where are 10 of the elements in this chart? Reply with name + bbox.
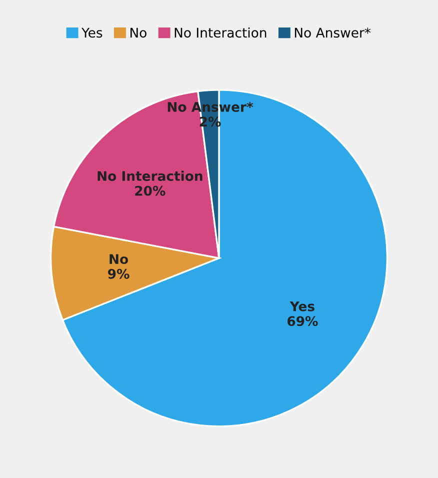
data-label: 20% [135, 186, 166, 196]
data-label: 69% [287, 316, 318, 326]
slice-label: No [110, 254, 128, 264]
legend-label: No Interaction [174, 27, 266, 38]
slice-label: No Interaction [98, 170, 202, 181]
legend-label: No Answer* [294, 28, 371, 38]
data-label: 9% [108, 268, 130, 279]
slice-label: Yes [290, 301, 314, 312]
legend-label: Yes [81, 28, 102, 38]
legend-label: No [130, 28, 146, 38]
